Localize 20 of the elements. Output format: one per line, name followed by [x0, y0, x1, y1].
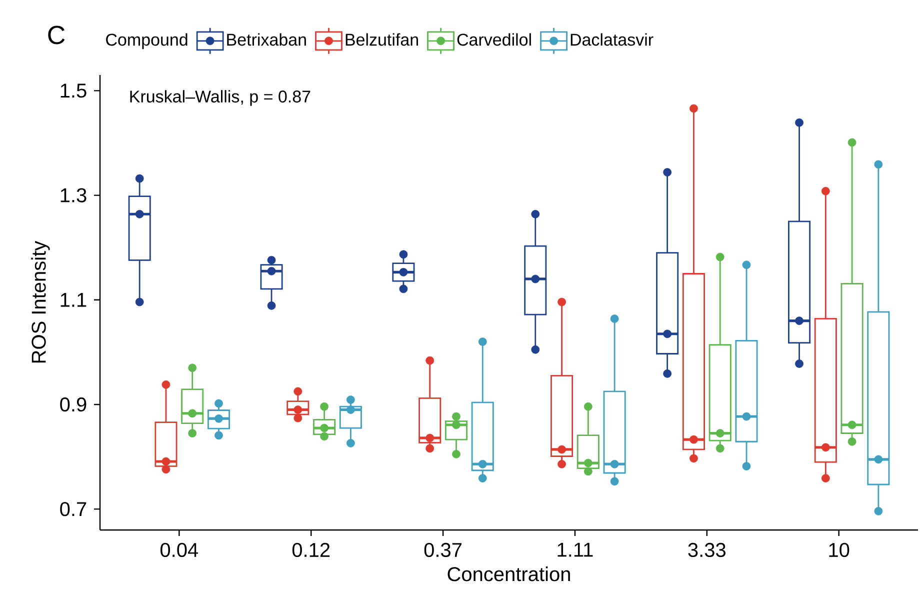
y-tick-label: 1.5	[60, 84, 86, 98]
y-tick-label: 1.3	[60, 188, 86, 202]
annotation: Kruskal–Wallis, p = 0.87	[130, 90, 310, 106]
y-tick-label: 0.7	[60, 502, 86, 516]
x-tick-label: 3.33	[688, 542, 726, 558]
y-axis-title: ROS Intensity	[31, 240, 50, 363]
legend-title: Compound	[106, 33, 188, 50]
x-tick-label: 0.04	[160, 542, 198, 558]
legend-label: Betrixaban	[227, 33, 306, 46]
legend-label: Carvedilol	[457, 33, 531, 46]
text: C	[48, 26, 65, 44]
x-axis-title: Concentration	[448, 566, 570, 582]
x-tick-label: 0.37	[424, 542, 462, 558]
y-tick-label: 0.9	[60, 397, 86, 412]
legend-label: Daclatasvir	[570, 33, 654, 46]
x-tick-label: 10	[829, 542, 850, 558]
legend-label: Belzutifan	[346, 33, 418, 46]
x-tick-label: 1.11	[558, 542, 593, 557]
y-tick-label: 1.1	[60, 293, 86, 307]
x-tick-label: 0.12	[292, 542, 330, 558]
